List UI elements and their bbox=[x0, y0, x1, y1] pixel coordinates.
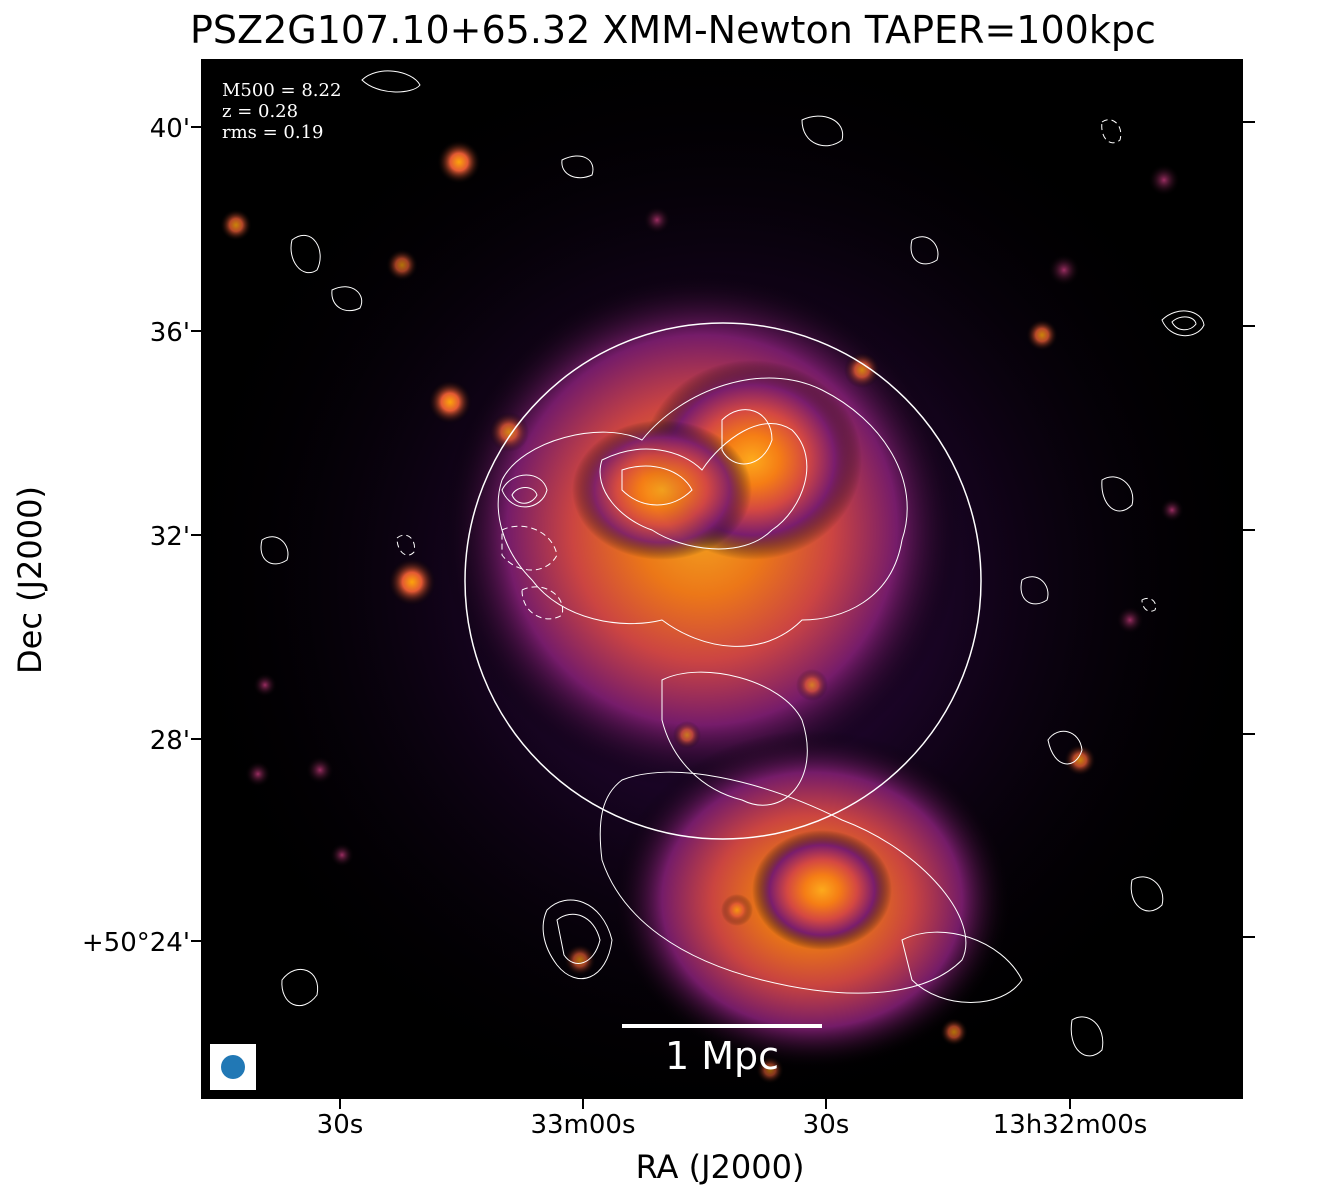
ytick-label: 36' bbox=[149, 318, 190, 348]
scale-bar bbox=[622, 1024, 822, 1028]
ytick-label: +50°24' bbox=[81, 928, 190, 958]
ytick-mark bbox=[191, 330, 201, 332]
ytick-label: 32' bbox=[149, 522, 190, 552]
ytick-mark bbox=[191, 738, 201, 740]
xray-image bbox=[202, 60, 1242, 1098]
mass-label: M500 = 8.22 bbox=[222, 80, 342, 101]
cluster-info: M500 = 8.22 z = 0.28 rms = 0.19 bbox=[222, 80, 341, 143]
ytick-mark bbox=[191, 940, 201, 942]
xtick-label: 30s bbox=[316, 1110, 364, 1140]
ytick-mark bbox=[191, 126, 201, 128]
ytick-mark-right bbox=[1243, 529, 1255, 531]
ytick-mark-right bbox=[1243, 121, 1255, 123]
xtick-mark bbox=[339, 1099, 341, 1109]
plot-title: PSZ2G107.10+65.32 XMM-Newton TAPER=100kp… bbox=[190, 8, 1156, 52]
beam-indicator bbox=[210, 1044, 256, 1090]
ytick-mark-right bbox=[1243, 325, 1255, 327]
xtick-mark bbox=[825, 1099, 827, 1109]
redshift-label: z = 0.28 bbox=[222, 101, 299, 122]
scale-bar-label: 1 Mpc bbox=[664, 1034, 780, 1078]
xtick-label: 13h32m00s bbox=[992, 1110, 1148, 1140]
rms-label: rms = 0.19 bbox=[222, 122, 324, 143]
ytick-label: 40' bbox=[149, 114, 190, 144]
xtick-label: 33m00s bbox=[530, 1110, 636, 1140]
ytick-mark bbox=[191, 534, 201, 536]
ytick-label: 28' bbox=[149, 726, 190, 756]
xray-image-panel bbox=[201, 59, 1243, 1099]
xtick-label: 30s bbox=[802, 1110, 850, 1140]
y-axis-label: Dec (J2000) bbox=[11, 486, 49, 674]
beam-ellipse-icon bbox=[221, 1055, 245, 1079]
x-axis-label: RA (J2000) bbox=[635, 1148, 805, 1186]
xtick-mark bbox=[582, 1099, 584, 1109]
ytick-mark-right bbox=[1243, 733, 1255, 735]
xtick-mark bbox=[1069, 1099, 1071, 1109]
ytick-mark-right bbox=[1243, 936, 1255, 938]
